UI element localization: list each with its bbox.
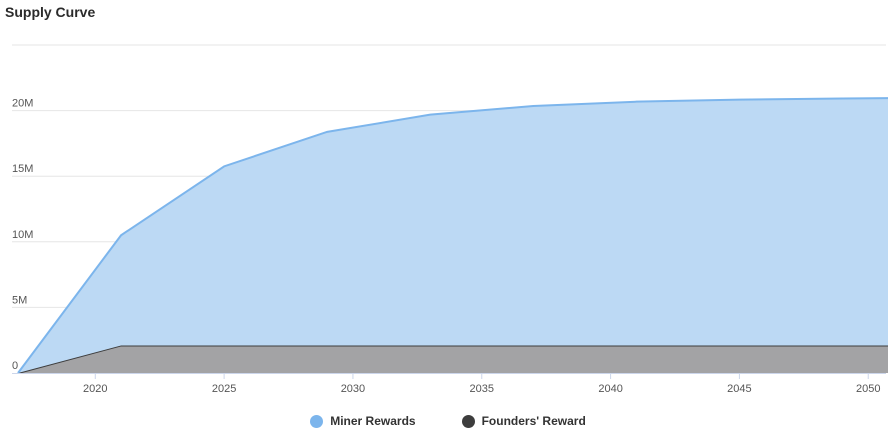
area-founders-reward[interactable]	[18, 345, 888, 373]
legend-dot-miner-rewards	[310, 414, 324, 428]
x-tick-label: 2030	[341, 383, 365, 395]
area-miner-rewards[interactable]	[18, 98, 888, 373]
legend-label-miner-rewards: Miner Rewards	[330, 414, 416, 428]
x-tick-label: 2025	[212, 383, 236, 395]
legend-item-miner-rewards[interactable]: Miner Rewards	[310, 414, 416, 428]
legend-label-founders-reward: Founders' Reward	[481, 414, 586, 428]
line-miner-rewards[interactable]	[17, 97, 888, 374]
y-tick-label: 15M	[12, 163, 33, 175]
axis-layer: 2020 2025 2030 2035 2040 2045 2050 0 5M 10M 15M 20M	[12, 98, 886, 395]
legend-dot-founders-reward	[461, 414, 475, 428]
x-tick-label: 2035	[470, 383, 494, 395]
chart-title: Supply Curve	[5, 4, 96, 20]
y-tick-label: 0	[12, 360, 18, 372]
y-tick-label: 20M	[12, 98, 33, 110]
x-tick-label: 2050	[856, 383, 880, 395]
y-tick-label: 10M	[12, 229, 33, 241]
legend-item-founders-reward[interactable]: Founders' Reward	[461, 414, 586, 428]
x-tick-label: 2040	[598, 383, 622, 395]
chart-plot-area: 2020 2025 2030 2035 2040 2045 2050 0 5M 10M 15M 20M	[12, 44, 888, 395]
y-tick-label: 5M	[12, 294, 27, 306]
x-tick-label: 2020	[83, 383, 107, 395]
series-layer	[17, 97, 888, 374]
chart-legend: Miner Rewards Founders' Reward	[0, 410, 888, 432]
x-tick-label: 2045	[727, 383, 751, 395]
